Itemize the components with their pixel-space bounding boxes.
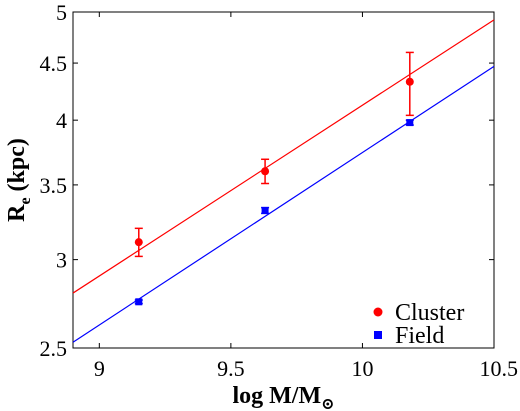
x-tick-label: 10	[351, 356, 373, 381]
legend-label-field: Field	[395, 323, 444, 349]
data-point	[261, 206, 269, 214]
legend-label-cluster: Cluster	[395, 300, 464, 326]
x-axis-label: log M/M⊙	[232, 383, 334, 411]
legend-marker-cluster	[373, 307, 383, 317]
data-point	[134, 238, 143, 247]
fit-lines	[72, 19, 495, 343]
legend-marker-field	[374, 331, 382, 339]
x-tick-label: 9	[94, 356, 105, 381]
y-tick-label: 4	[56, 108, 67, 133]
axis-ticks: 9 9.5 10 10.5 2.5 3 3.5 4 4.5 5	[40, 0, 519, 381]
y-tick-label: 3.5	[40, 173, 68, 198]
data-point	[135, 298, 143, 306]
data-point	[406, 119, 414, 127]
data-point	[405, 77, 414, 86]
data-point	[261, 167, 270, 176]
x-tick-label: 9.5	[217, 356, 245, 381]
y-tick-label: 4.5	[40, 51, 68, 76]
x-tick-label: 10.5	[480, 356, 519, 381]
y-tick-label: 2.5	[40, 336, 68, 361]
fit-line-field	[72, 65, 495, 343]
y-tick-label: 5	[56, 0, 67, 25]
y-axis-label: Re (kpc)	[4, 138, 34, 222]
y-tick-label: 3	[56, 248, 67, 273]
data-points	[134, 51, 414, 306]
plot-frame	[72, 11, 495, 349]
fit-line-cluster	[72, 19, 495, 294]
